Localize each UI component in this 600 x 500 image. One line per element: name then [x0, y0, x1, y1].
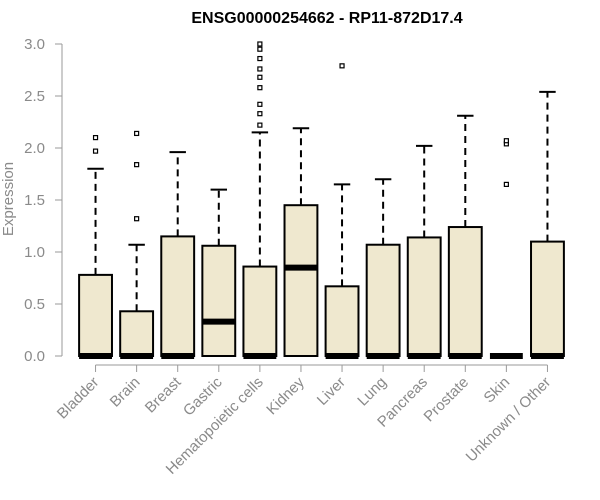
outlier-point	[134, 130, 140, 137]
outlier-point	[503, 181, 509, 187]
outlier-point	[257, 74, 263, 80]
box-rect	[406, 236, 442, 357]
y-tick-label: 2.0	[24, 140, 45, 157]
box-rect	[78, 273, 113, 358]
x-tick-label: Lung	[354, 374, 390, 410]
box-gastric	[201, 188, 237, 357]
y-tick-label: 3.0	[24, 36, 45, 53]
box-hematopoietic-cells	[242, 41, 278, 359]
box-rect	[447, 226, 483, 357]
outlier-point	[257, 111, 263, 117]
x-tick-label: Skin	[481, 374, 514, 407]
outlier-point	[257, 85, 263, 91]
box-rect	[324, 285, 360, 358]
outlier-point	[134, 216, 140, 222]
x-tick-label: Bladder	[54, 374, 103, 423]
x-tick-label: Liver	[314, 374, 349, 409]
x-tick-label: Kidney	[263, 373, 308, 418]
outlier-point	[134, 162, 140, 168]
x-tick-label: Prostate	[421, 374, 473, 426]
x-tick-label: Brain	[107, 374, 144, 411]
chart-title: ENSG00000254662 - RP11-872D17.4	[191, 10, 462, 27]
outlier-point	[339, 63, 345, 69]
box-rect	[530, 240, 565, 358]
outlier-point	[257, 101, 263, 107]
outlier-point	[257, 55, 263, 62]
box-liver	[324, 63, 360, 359]
box-rect	[201, 244, 237, 357]
y-axis-label: Expression	[0, 162, 17, 236]
box-bladder	[78, 135, 113, 359]
y-tick-label: 2.5	[24, 88, 45, 105]
box-pancreas	[406, 144, 442, 359]
box-breast	[160, 151, 196, 359]
box-unknown-other	[530, 90, 565, 359]
y-tick-label: 1.0	[24, 244, 45, 261]
box-rect	[283, 204, 319, 357]
outlier-point	[257, 46, 263, 52]
box-rect	[365, 243, 401, 357]
outlier-point	[257, 66, 263, 72]
box-rect	[160, 235, 196, 357]
box-rect	[242, 265, 278, 357]
box-lung	[365, 178, 401, 359]
outlier-point	[92, 135, 99, 141]
y-tick-label: 0.0	[24, 348, 45, 365]
box-skin	[489, 138, 523, 359]
outlier-point	[92, 148, 99, 154]
box-rect	[119, 310, 155, 357]
y-axis: 0.0 0.5 1.0 1.5 2.0 2.5 3.0	[24, 36, 63, 365]
outlier-point	[503, 138, 509, 144]
outlier-point	[257, 122, 263, 128]
y-tick-label: 0.5	[24, 296, 45, 313]
y-tick-label: 1.5	[24, 192, 45, 209]
box-prostate	[447, 114, 483, 359]
x-tick-label: Breast	[142, 373, 185, 416]
box-brain	[119, 130, 155, 359]
box-kidney	[283, 127, 319, 357]
boxes-layer	[78, 41, 565, 359]
outlier-point	[257, 41, 263, 47]
